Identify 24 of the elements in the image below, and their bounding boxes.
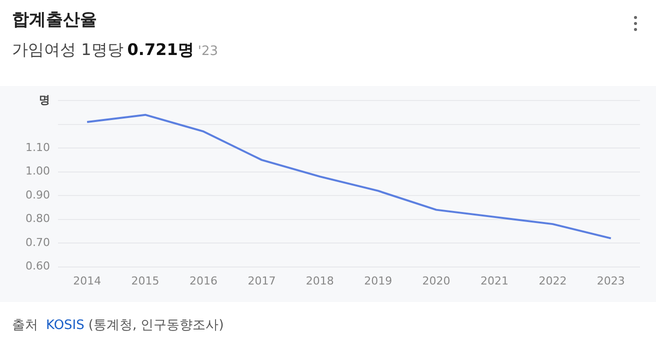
x-tick-label: 2016 xyxy=(190,274,218,288)
text: (통계청, 인구동향조사) xyxy=(88,318,224,333)
x-tick-label: 2019 xyxy=(364,274,392,288)
y-tick-label: 0.60 xyxy=(26,260,50,273)
x-tick-label: 2014 xyxy=(73,274,102,288)
text: 0.721명 xyxy=(127,40,194,59)
y-tick-label: 1.10 xyxy=(26,140,50,154)
y-axis-title: 명 xyxy=(39,93,50,106)
x-tick-label: 2023 xyxy=(596,274,625,288)
x-tick-label: 2022 xyxy=(538,274,567,288)
text: 출처 xyxy=(12,318,38,333)
y-tick-label: 1.00 xyxy=(26,164,50,178)
y-tick-label: 0.80 xyxy=(26,212,50,226)
chart-subtitle: 가임여성 1명당 xyxy=(12,40,124,59)
x-tick-label: 2018 xyxy=(306,274,334,288)
text: KOSIS xyxy=(46,318,84,333)
x-tick-label: 2021 xyxy=(480,274,508,288)
y-tick-label: 0.90 xyxy=(26,188,50,202)
x-tick-label: 2017 xyxy=(248,274,276,288)
y-tick-label: 0.70 xyxy=(26,236,50,249)
x-tick-label: 2020 xyxy=(422,274,450,288)
text: '23 xyxy=(198,44,218,59)
chart-title: 합계출산율 xyxy=(12,9,97,31)
x-tick-label: 2015 xyxy=(131,274,160,288)
